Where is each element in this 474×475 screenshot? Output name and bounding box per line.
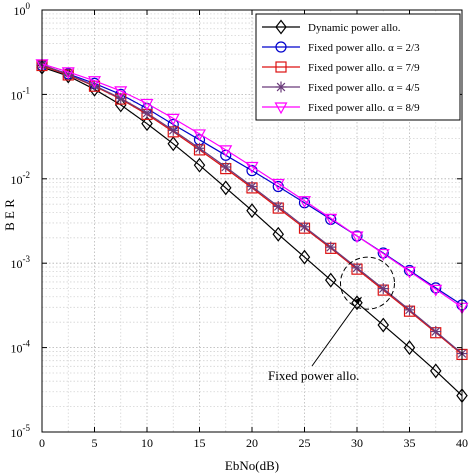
data-point-diamond xyxy=(351,295,363,311)
data-point-triangle xyxy=(429,284,443,297)
x-tick-label: 35 xyxy=(404,436,416,450)
data-point-triangle xyxy=(166,113,180,126)
data-point-star xyxy=(351,262,363,274)
star-stroke xyxy=(168,126,178,135)
series-line xyxy=(41,66,463,397)
data-point-triangle xyxy=(192,129,207,142)
data-point-diamond xyxy=(272,226,285,242)
data-point-triangle xyxy=(402,266,417,279)
legend: Dynamic power allo. Fixed power allo. α =… xyxy=(255,13,461,121)
series xyxy=(36,59,468,360)
data-point-triangle xyxy=(140,98,154,111)
data-point-diamond xyxy=(114,97,127,113)
star-stroke xyxy=(247,182,257,191)
annotation: Fixed power allo. xyxy=(268,256,395,383)
data-point-triangle xyxy=(274,102,288,115)
data-point-triangle xyxy=(87,76,102,89)
star-stroke xyxy=(116,93,126,103)
annotation-arrow xyxy=(311,296,362,367)
data-point-triangle xyxy=(297,196,312,208)
data-point-diamond xyxy=(219,180,232,196)
star-stroke xyxy=(378,284,388,293)
legend-entry: Fixed power allo. α = 4/5 xyxy=(262,81,420,94)
data-point-triangle xyxy=(114,86,128,99)
data-point-diamond xyxy=(167,136,180,152)
data-point-circle xyxy=(275,41,287,53)
data-point-triangle xyxy=(376,248,390,261)
data-point-triangle xyxy=(324,213,338,226)
data-point-star xyxy=(115,92,127,104)
data-point-star xyxy=(194,142,205,154)
legend-entry: Fixed power allo. α = 7/9 xyxy=(262,61,420,74)
data-point-diamond xyxy=(141,116,153,132)
data-point-diamond xyxy=(429,363,442,379)
series-layer xyxy=(35,59,469,404)
data-point-star xyxy=(299,221,310,233)
data-point-diamond xyxy=(193,157,206,173)
x-tick-label: 20 xyxy=(246,436,258,450)
data-point-diamond xyxy=(377,317,390,333)
x-tick-label: 0 xyxy=(39,436,45,450)
data-point-star xyxy=(272,200,284,212)
data-point-diamond xyxy=(403,340,416,356)
star-stroke xyxy=(195,143,204,153)
data-point-star xyxy=(404,304,415,316)
star-stroke xyxy=(142,108,152,118)
legend-label: Fixed power allo. α = 7/9 xyxy=(308,62,420,74)
x-tick-label: 30 xyxy=(351,436,363,450)
series xyxy=(35,59,469,315)
data-point-triangle xyxy=(245,161,259,174)
data-point-triangle xyxy=(61,67,75,80)
star-stroke xyxy=(431,327,441,336)
star-stroke xyxy=(326,242,336,252)
legend-label: Fixed power allo. α = 8/9 xyxy=(308,102,420,114)
x-tick-label: 5 xyxy=(92,436,98,450)
legend-entry: Fixed power allo. α = 8/9 xyxy=(262,102,420,115)
data-point-star xyxy=(220,161,232,173)
x-axis-label: EbNo(dB) xyxy=(225,458,279,473)
star-stroke xyxy=(221,162,231,172)
data-point-circle xyxy=(246,165,258,177)
data-point-diamond xyxy=(275,19,287,35)
data-point-square xyxy=(275,61,287,73)
data-point-star xyxy=(377,283,389,295)
x-tick-label: 10 xyxy=(141,436,153,450)
legend-entry: Fixed power allo. α = 2/3 xyxy=(262,41,420,54)
data-point-circle xyxy=(377,247,389,259)
series-line xyxy=(41,63,463,308)
data-point-triangle xyxy=(350,231,364,244)
data-point-circle xyxy=(430,282,442,294)
star-stroke xyxy=(300,222,309,232)
star-stroke xyxy=(276,82,286,92)
x-tick-label: 40 xyxy=(456,436,468,450)
data-point-circle xyxy=(403,264,416,277)
annotation-text: Fixed power allo. xyxy=(268,368,359,383)
data-point-diamond xyxy=(298,249,311,265)
star-stroke xyxy=(352,263,362,273)
star-stroke xyxy=(273,202,283,211)
data-point-star xyxy=(325,241,337,253)
star-stroke xyxy=(405,305,414,315)
data-point-star xyxy=(246,181,258,193)
annotation-ellipse xyxy=(340,256,395,310)
annotation-arrowhead xyxy=(354,297,362,305)
data-point-diamond xyxy=(324,272,337,288)
legend-label: Fixed power allo. α = 4/5 xyxy=(308,82,420,94)
data-point-triangle xyxy=(271,178,285,191)
x-tick-label: 25 xyxy=(299,436,311,450)
legend-label: Dynamic power allo. xyxy=(308,22,401,34)
legend-label: Fixed power allo. α = 2/3 xyxy=(308,42,420,54)
y-axis-label: B E R xyxy=(2,199,17,231)
data-point-star xyxy=(430,326,442,338)
data-point-triangle xyxy=(219,145,233,158)
data-point-diamond xyxy=(246,203,258,219)
data-point-star xyxy=(275,81,287,93)
data-point-star xyxy=(167,124,179,136)
x-tick-label: 15 xyxy=(194,436,206,450)
legend-entry: Dynamic power allo. xyxy=(262,19,401,35)
